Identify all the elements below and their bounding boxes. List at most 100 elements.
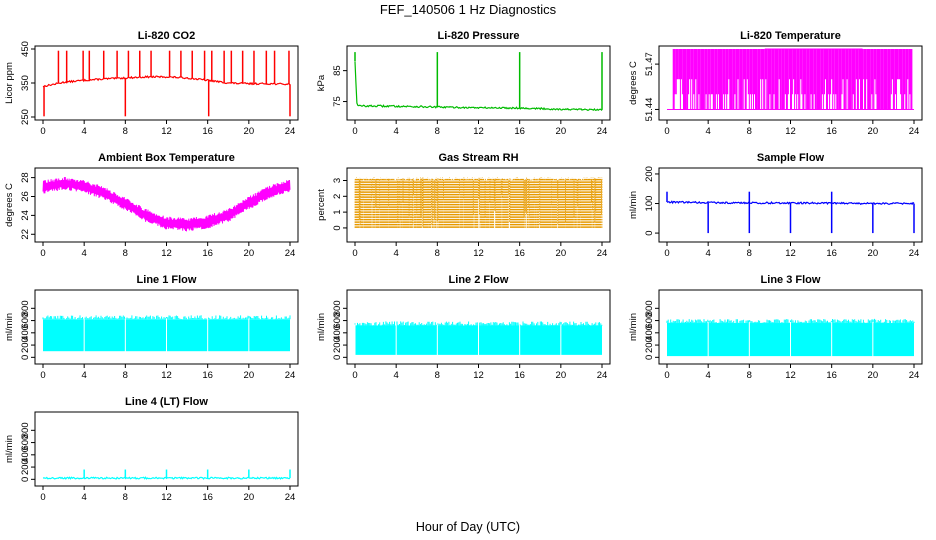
x-axis: 0 4 8 12 16 20 24 — [40, 242, 295, 259]
x-tick-label: 0 — [664, 248, 669, 259]
data-line — [42, 75, 291, 88]
data-line — [354, 61, 603, 111]
x-tick-label: 8 — [747, 248, 752, 259]
y-axis-label: Licor ppm — [4, 62, 15, 104]
y-tick-label: 1 — [332, 209, 343, 214]
x-tick-label: 20 — [556, 370, 567, 381]
plot-data — [354, 321, 603, 356]
x-tick-label: 12 — [161, 248, 172, 259]
panel-pressure: Li-820 Pressure 0 4 8 12 16 20 24 75 85 kPa — [316, 30, 611, 137]
x-tick-label: 12 — [161, 492, 172, 503]
x-axis: 0 4 8 12 16 20 24 — [40, 364, 295, 381]
panel-title: Ambient Box Temperature — [98, 152, 235, 164]
panel-co2: Li-820 CO2 0 4 8 12 16 20 24 250 350 450 Licor ppm — [4, 30, 299, 137]
x-tick-label: 20 — [244, 370, 255, 381]
y-axis-label: ml/min — [628, 313, 639, 341]
y-tick-label: 28 — [20, 172, 31, 183]
y-tick-label: 450 — [20, 41, 31, 57]
y-tick-label: 250 — [20, 109, 31, 125]
plot-data — [667, 48, 914, 110]
y-tick-label: 200 — [644, 166, 655, 182]
y-tick-label: 24 — [20, 210, 31, 221]
plot-data — [42, 176, 291, 232]
x-tick-label: 16 — [514, 248, 525, 259]
plot-data — [354, 52, 603, 111]
x-tick-label: 24 — [597, 370, 608, 381]
panel-sample_flow: Sample Flow 0 4 8 12 16 20 24 0 100 200 ml/min — [628, 152, 923, 259]
panel-box_temp: Ambient Box Temperature 0 4 8 12 16 20 24 22 24 26… — [4, 152, 299, 259]
y-tick-label: 400 — [20, 447, 31, 463]
x-tick-label: 12 — [473, 248, 484, 259]
data-area-edge — [666, 318, 915, 323]
y-tick-label: 200 — [20, 459, 31, 475]
panel-title: Gas Stream RH — [438, 152, 518, 164]
x-tick-label: 0 — [352, 248, 357, 259]
plot-data — [42, 469, 291, 480]
x-tick-label: 12 — [161, 370, 172, 381]
x-tick-label: 24 — [285, 126, 296, 137]
y-tick-label: 0 — [20, 477, 31, 482]
x-tick-label: 12 — [785, 370, 796, 381]
y-tick-label: 0 — [644, 230, 655, 235]
x-tick-label: 0 — [40, 248, 45, 259]
plot-data — [42, 315, 291, 353]
plot-frame — [34, 167, 299, 243]
y-axis: 250 350 450 — [20, 41, 35, 125]
y-axis-label: ml/min — [4, 435, 15, 463]
x-tick-label: 4 — [394, 248, 399, 259]
y-tick-label: 600 — [332, 313, 343, 329]
x-tick-label: 12 — [473, 370, 484, 381]
figure-xlabel: Hour of Day (UTC) — [416, 520, 520, 534]
x-tick-label: 24 — [285, 492, 296, 503]
x-tick-label: 0 — [40, 492, 45, 503]
y-axis-label: degrees C — [628, 61, 639, 105]
y-tick-label: 400 — [644, 325, 655, 341]
x-tick-label: 20 — [868, 126, 879, 137]
x-tick-label: 8 — [123, 126, 128, 137]
x-tick-label: 4 — [394, 370, 399, 381]
plot-data — [42, 50, 291, 117]
y-axis-label: kPa — [316, 74, 327, 91]
x-tick-label: 8 — [123, 248, 128, 259]
data-step — [667, 48, 914, 110]
x-tick-label: 20 — [244, 248, 255, 259]
x-tick-label: 20 — [556, 126, 567, 137]
x-tick-label: 4 — [82, 370, 87, 381]
x-tick-label: 20 — [244, 492, 255, 503]
panel-title: Line 4 (LT) Flow — [125, 396, 208, 408]
x-tick-label: 8 — [435, 248, 440, 259]
y-axis: 22 24 26 28 — [20, 172, 35, 240]
x-tick-label: 24 — [909, 370, 920, 381]
y-tick-label: 2 — [332, 194, 343, 199]
y-axis: 51.44 51.47 — [644, 52, 659, 121]
panel-title: Li-820 Temperature — [740, 30, 841, 42]
y-axis: 0 100 200 — [644, 166, 659, 236]
y-tick-label: 800 — [20, 300, 31, 316]
x-tick-label: 0 — [664, 370, 669, 381]
figure-title: FEF_140506 1 Hz Diagnostics — [380, 2, 557, 17]
x-tick-label: 0 — [352, 126, 357, 137]
x-tick-label: 8 — [435, 126, 440, 137]
y-axis: 75 85 — [332, 65, 347, 107]
panel-title: Sample Flow — [757, 152, 825, 164]
x-tick-label: 0 — [40, 126, 45, 137]
x-axis: 0 4 8 12 16 20 24 — [664, 364, 919, 381]
y-tick-label: 600 — [644, 313, 655, 329]
x-tick-label: 24 — [597, 248, 608, 259]
x-tick-label: 20 — [868, 370, 879, 381]
x-tick-label: 16 — [826, 248, 837, 259]
x-tick-label: 24 — [909, 248, 920, 259]
x-axis: 0 4 8 12 16 20 24 — [352, 120, 607, 137]
x-tick-label: 12 — [473, 126, 484, 137]
panel-title: Line 1 Flow — [137, 274, 197, 286]
data-band — [42, 176, 291, 232]
x-tick-label: 8 — [123, 492, 128, 503]
y-axis-label: ml/min — [4, 313, 15, 341]
y-axis-label: ml/min — [628, 191, 639, 219]
